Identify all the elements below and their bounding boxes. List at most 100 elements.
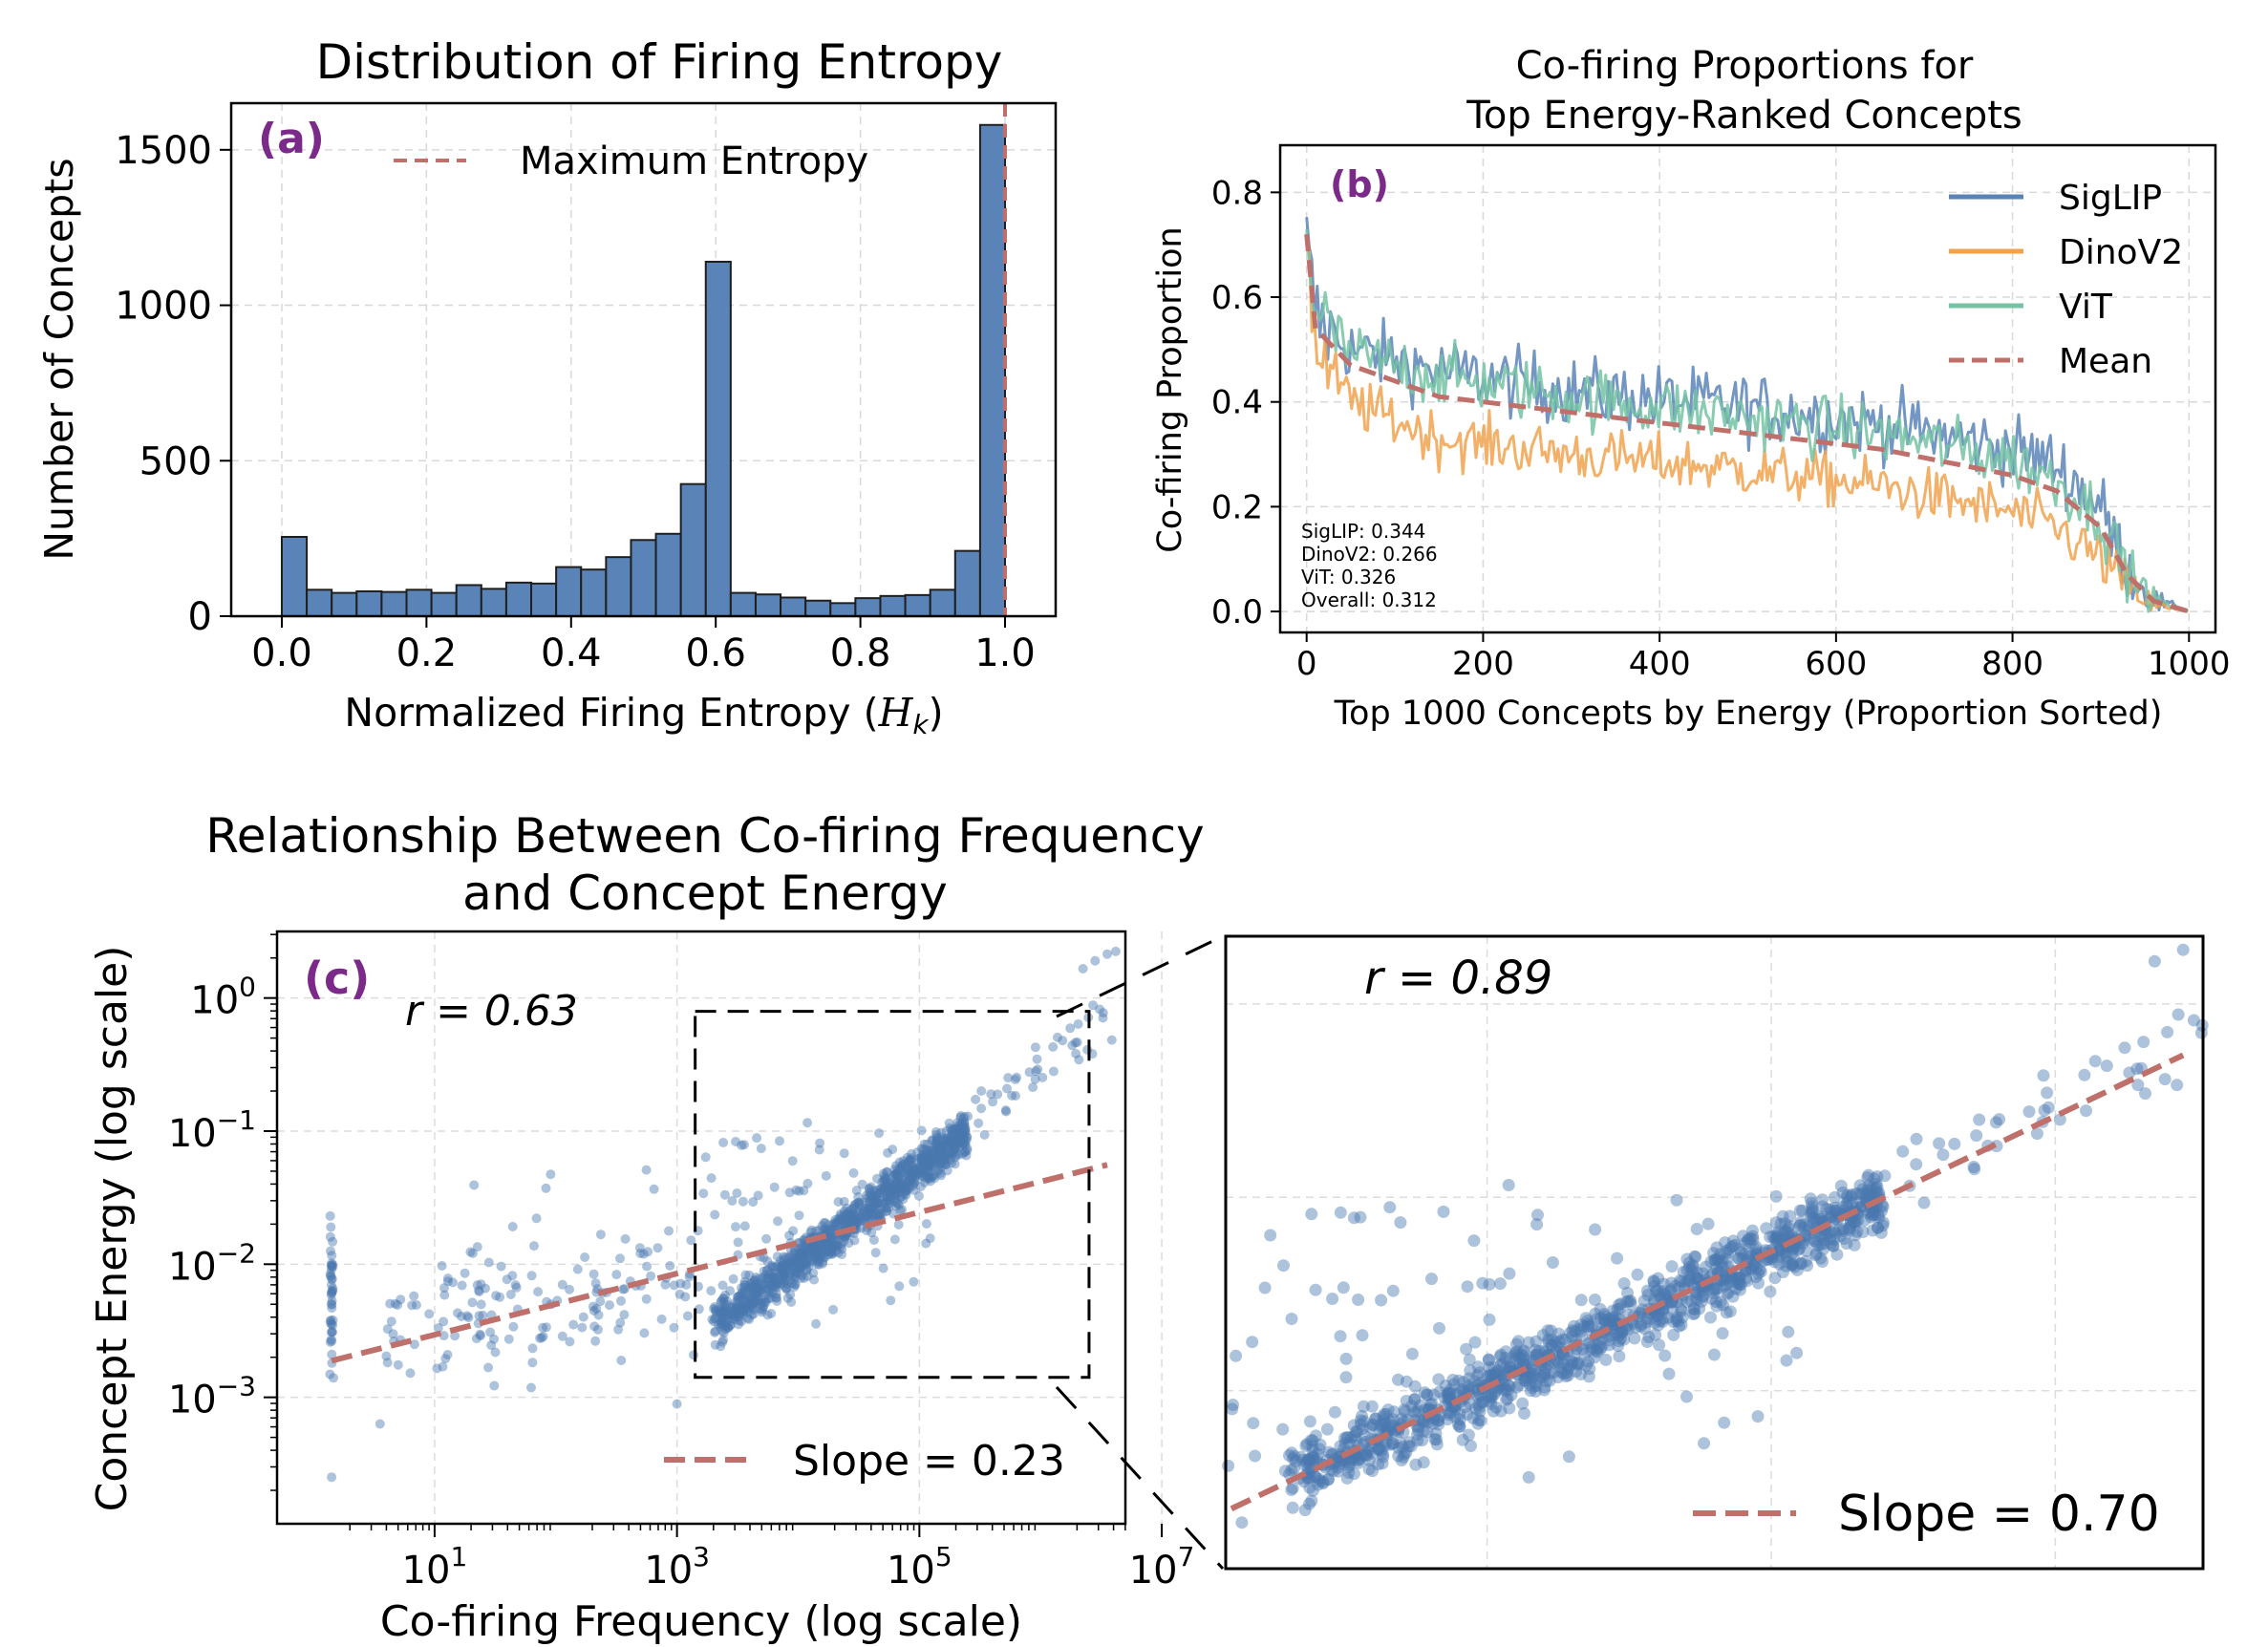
scatter-point [843,1218,853,1229]
scatter-point [883,1196,893,1207]
scatter-point [862,1203,872,1213]
scatter-point [833,1197,844,1207]
panel-c-label: (c) [304,952,370,1004]
scatter-point [769,1182,780,1192]
scatter-point [921,1147,931,1157]
scatter-point [949,1125,958,1136]
scatter-point [874,1209,885,1219]
scatter-point [884,1203,894,1213]
scatter-point [877,1193,887,1204]
scatter-point [326,1335,336,1345]
scatter-point [886,1187,896,1198]
scatter-point [790,1262,801,1273]
scatter-point [925,1154,935,1165]
inset-scatter-point [1505,1388,1518,1401]
scatter-point [639,1328,650,1338]
scatter-point [789,1282,800,1293]
scatter-point [882,1182,892,1192]
y-tick-label: 10−2 [168,1237,256,1289]
scatter-point [767,1279,778,1290]
scatter-point [753,1283,762,1293]
scatter-point [871,1190,882,1201]
inset-scatter-point [1446,1373,1460,1386]
scatter-point [764,1279,775,1290]
scatter-point [836,1214,846,1225]
scatter-point [923,1165,933,1175]
inset-scatter-point [1829,1190,1841,1204]
scatter-point [945,1149,955,1160]
x-tick-label: 0.0 [251,631,312,675]
scatter-point [824,1240,834,1251]
scatter-point [824,1229,834,1239]
scatter-point [526,1382,536,1393]
inset-scatter-point [1286,1501,1299,1514]
scatter-point [885,1187,895,1197]
inset-scatter-point [1433,1321,1445,1335]
scatter-point [793,1249,803,1259]
scatter-point [846,1213,856,1224]
scatter-point [762,1256,773,1267]
histogram-bar [480,588,507,617]
scatter-point [901,1181,911,1191]
inset-scatter-point [1820,1203,1833,1215]
scatter-point [744,1315,755,1324]
scatter-point [882,1191,892,1202]
scatter-point [826,1249,837,1259]
panel-c-ylabel: Concept Energy (log scale) [88,946,137,1512]
scatter-point [752,1133,762,1144]
scatter-point [832,1240,843,1251]
scatter-point [811,1226,822,1236]
scatter-point [1031,1066,1041,1077]
scatter-point [959,1146,970,1157]
scatter-point [921,1167,931,1178]
scatter-point [924,1162,934,1172]
scatter-point [717,1326,728,1337]
scatter-point [745,1293,756,1303]
scatter-point [807,1241,818,1251]
scatter-point [914,1165,925,1175]
scatter-point [950,1137,959,1146]
scatter-point [1072,1037,1082,1047]
scatter-point [859,1213,869,1224]
scatter-point [865,1205,875,1215]
y-tick-label: 100 [190,972,256,1023]
scatter-point [728,1315,738,1324]
scatter-point [1078,964,1088,973]
scatter-point [835,1241,845,1251]
scatter-point [760,1297,771,1308]
scatter-point [743,1284,754,1294]
scatter-point [802,1246,812,1256]
inset-scatter-point [1853,1179,1867,1192]
scatter-point [871,1185,882,1195]
scatter-point [741,1294,752,1305]
scatter-point [733,1295,743,1306]
scatter-point [929,1144,938,1155]
inset-scatter-point [1482,1353,1495,1366]
scatter-point [869,1193,880,1204]
scatter-point [740,1290,751,1300]
scatter-point [846,1204,857,1214]
scatter-point [891,1169,902,1180]
scatter-point [796,1257,805,1268]
scatter-point [936,1170,947,1181]
scatter-point [864,1184,874,1193]
scatter-point [921,1238,931,1249]
scatter-point [938,1151,949,1162]
panel-b-ylabel: Co-firing Proportion [1151,226,1189,552]
scatter-point [754,1286,764,1296]
inset-scatter-point [1707,1348,1721,1361]
scatter-point [941,1126,952,1136]
annotation-line: ViT: 0.326 [1301,566,1396,588]
scatter-point [850,1199,861,1209]
scatter-point [738,1306,748,1315]
inset-scatter-point [2176,943,2190,956]
panel-a-legend-label: Maximum Entropy [520,139,868,183]
scatter-point [868,1203,878,1212]
scatter-point [798,1245,808,1255]
scatter-point [927,1135,937,1145]
scatter-point [814,1259,824,1270]
scatter-point [950,1137,960,1147]
series-line-siglip [1305,217,2189,613]
scatter-point [880,1197,890,1208]
